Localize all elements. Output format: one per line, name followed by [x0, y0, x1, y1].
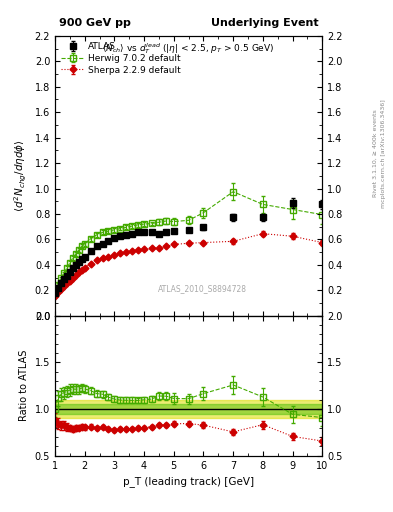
Y-axis label: $\langle d^2 N_{chg}/d\eta d\phi\rangle$: $\langle d^2 N_{chg}/d\eta d\phi\rangle$: [13, 139, 29, 212]
X-axis label: p_T (leading track) [GeV]: p_T (leading track) [GeV]: [123, 476, 254, 487]
Y-axis label: Ratio to ATLAS: Ratio to ATLAS: [19, 350, 29, 421]
Text: Rivet 3.1.10, ≥ 400k events: Rivet 3.1.10, ≥ 400k events: [373, 110, 378, 198]
Text: ATLAS_2010_S8894728: ATLAS_2010_S8894728: [158, 284, 246, 293]
Text: $\langle N_{ch}\rangle$ vs $d_T^{lead}$ ($|\eta|$ < 2.5, $p_T$ > 0.5 GeV): $\langle N_{ch}\rangle$ vs $d_T^{lead}$ …: [103, 41, 275, 56]
Text: 900 GeV pp: 900 GeV pp: [59, 18, 131, 28]
Text: Underlying Event: Underlying Event: [211, 18, 318, 28]
Legend: ATLAS, Herwig 7.0.2 default, Sherpa 2.2.9 default: ATLAS, Herwig 7.0.2 default, Sherpa 2.2.…: [59, 40, 182, 76]
Text: mcplots.cern.ch [arXiv:1306.3436]: mcplots.cern.ch [arXiv:1306.3436]: [381, 99, 386, 208]
